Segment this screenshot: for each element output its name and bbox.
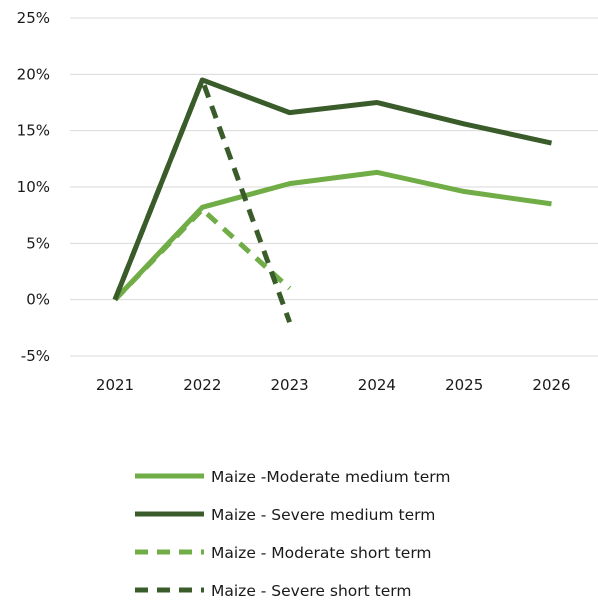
y-tick-label: 25% — [17, 9, 50, 27]
series-line — [113, 207, 292, 302]
y-axis-tick-labels: 25% 20% 15% 10% 5% 0% -5% — [17, 9, 50, 365]
legend: Maize -Moderate medium term Maize - Sever… — [135, 468, 450, 600]
series-line — [113, 169, 552, 302]
series-line — [112, 77, 292, 324]
series-lines — [112, 77, 553, 324]
legend-label: Maize - Moderate short term — [211, 544, 432, 562]
x-tick-label: 2023 — [271, 376, 309, 394]
gridlines — [70, 17, 598, 357]
y-tick-label: 0% — [26, 291, 50, 309]
legend-label: Maize -Moderate medium term — [211, 468, 450, 486]
x-axis-tick-labels: 2021 2022 2023 2024 2025 2026 — [96, 376, 571, 394]
x-tick-label: 2025 — [445, 376, 483, 394]
x-tick-label: 2024 — [358, 376, 396, 394]
x-tick-label: 2022 — [183, 376, 221, 394]
series-line — [112, 77, 553, 301]
y-tick-label: -5% — [21, 347, 50, 365]
legend-label: Maize - Severe medium term — [211, 506, 435, 524]
y-tick-label: 15% — [17, 122, 50, 140]
y-tick-label: 10% — [17, 178, 50, 196]
x-tick-label: 2021 — [96, 376, 134, 394]
legend-label: Maize - Severe short term — [211, 582, 411, 600]
y-tick-label: 20% — [17, 65, 50, 83]
y-tick-label: 5% — [26, 234, 50, 252]
x-tick-label: 2026 — [532, 376, 570, 394]
